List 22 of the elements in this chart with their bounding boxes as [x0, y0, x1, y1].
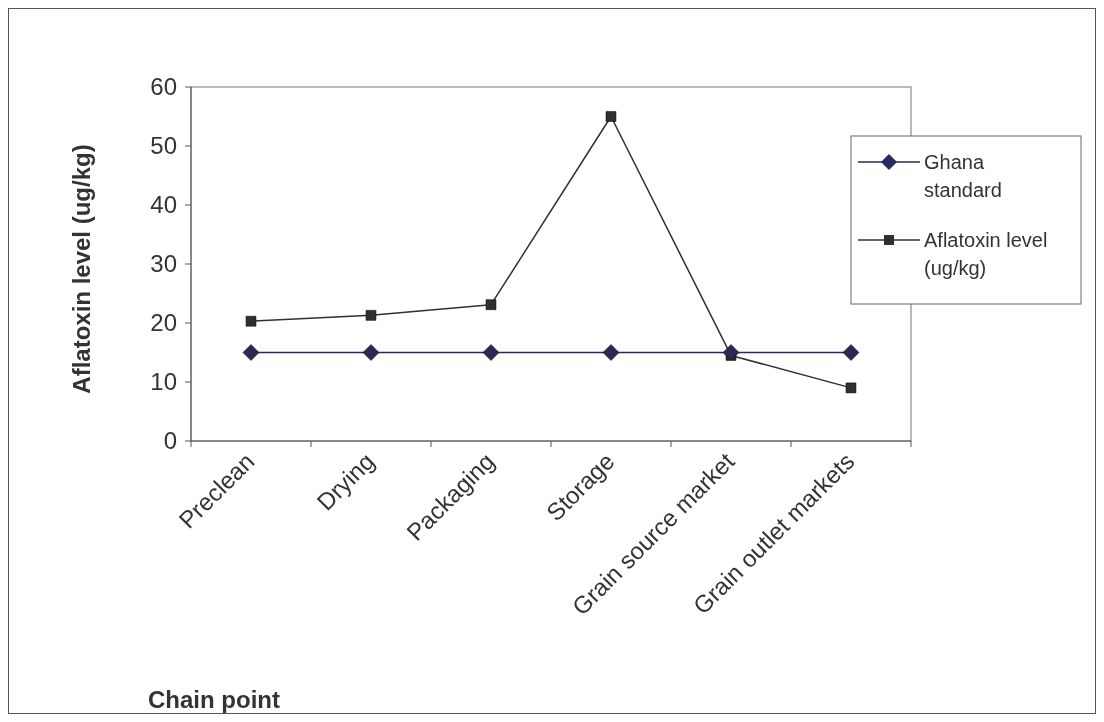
- point: [842, 344, 860, 361]
- point: [242, 344, 260, 361]
- point: [722, 344, 740, 361]
- y-tick-label: 20: [150, 309, 177, 337]
- point: [485, 299, 497, 310]
- point: [365, 310, 377, 321]
- point: [845, 382, 857, 394]
- y-tick-label: 40: [150, 191, 177, 219]
- y-tick-label: 50: [150, 132, 177, 160]
- legend-label: Aflatoxin level (ug/kg): [924, 229, 1048, 279]
- x-axis-title: Chain point: [148, 686, 280, 713]
- y-tick-label: 60: [150, 73, 177, 101]
- point: [362, 344, 380, 361]
- y-tick-label: 0: [163, 427, 177, 455]
- y-tick-label: 10: [150, 368, 177, 396]
- point: [482, 344, 500, 361]
- point: [602, 344, 620, 361]
- point: [245, 315, 257, 327]
- y-axis-title: Aflatoxin level (ug/kg): [68, 144, 95, 394]
- point: [605, 111, 617, 122]
- legend-label: Ghana standard: [924, 151, 1002, 201]
- y-tick-label: 30: [150, 250, 177, 278]
